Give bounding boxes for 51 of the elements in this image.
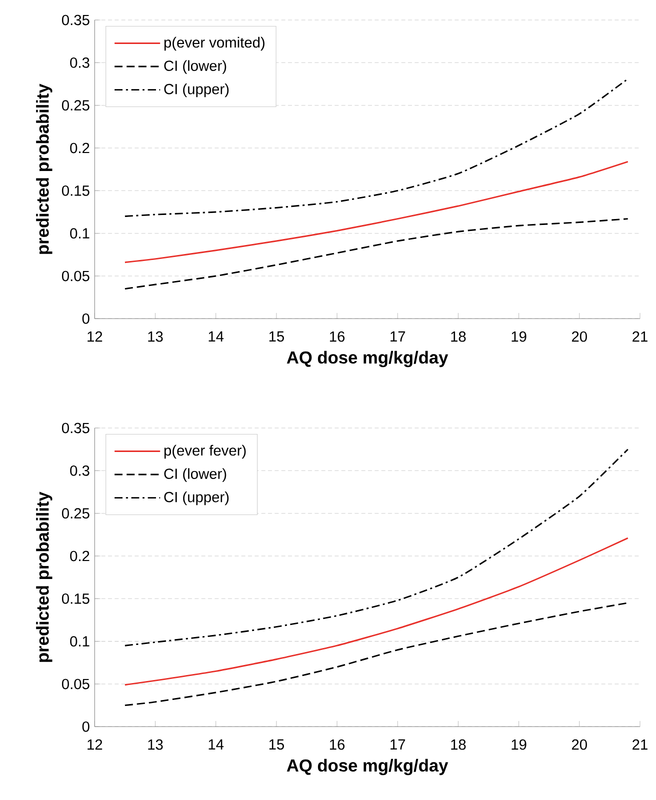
legend-label: CI (lower) <box>164 60 226 74</box>
y-tick-label: 0.1 <box>70 636 90 647</box>
x-tick-label: 15 <box>269 739 284 750</box>
x-tick-label: 20 <box>572 331 587 342</box>
legend-label: CI (upper) <box>164 84 229 98</box>
x-tick-label: 20 <box>572 739 587 750</box>
x-tick-label: 14 <box>208 331 224 342</box>
line-series <box>124 160 629 264</box>
x-tick-label: 17 <box>390 739 406 750</box>
line-series <box>124 602 629 706</box>
x-tick-label: 19 <box>512 739 526 750</box>
x-tick-label: 13 <box>148 331 163 342</box>
x-tick-label: 18 <box>451 331 466 342</box>
x-axis-title: AQ dose mg/kg/day <box>286 350 448 368</box>
line-series <box>124 537 629 686</box>
y-tick-label: 0.3 <box>70 57 90 68</box>
x-tick-label: 16 <box>330 739 345 750</box>
x-tick-label: 12 <box>88 739 102 750</box>
x-tick-label: 13 <box>148 739 163 750</box>
x-tick-label: 14 <box>208 739 224 750</box>
y-axis-title: predicted probability <box>36 492 52 662</box>
y-tick-label: 0.2 <box>70 142 90 154</box>
y-tick-label: 0.05 <box>62 270 90 282</box>
y-tick-label: 0.1 <box>70 228 90 239</box>
y-tick-label: 0.35 <box>62 422 90 434</box>
y-tick-label: 0.15 <box>62 593 90 604</box>
y-tick-label: 0.25 <box>62 508 90 519</box>
y-tick-label: 0 <box>82 721 90 732</box>
x-tick-label: 21 <box>632 331 648 342</box>
legend-label: p(ever vomited) <box>164 36 264 51</box>
y-tick-label: 0.35 <box>62 14 90 26</box>
line-series <box>124 218 629 290</box>
x-tick-label: 16 <box>330 331 345 342</box>
x-tick-label: 21 <box>632 739 648 750</box>
y-axis-title: predicted probability <box>36 84 52 254</box>
y-tick-label: 0.15 <box>62 185 90 196</box>
x-tick-label: 17 <box>390 331 406 342</box>
y-tick-label: 0.25 <box>62 100 90 111</box>
y-tick-label: 0.05 <box>62 678 90 690</box>
legend-label: CI (upper) <box>164 492 229 506</box>
x-tick-label: 19 <box>512 331 526 342</box>
legend-label: CI (lower) <box>164 468 226 482</box>
line-series <box>124 78 629 217</box>
x-axis-title: AQ dose mg/kg/day <box>286 758 448 776</box>
x-tick-label: 12 <box>88 331 102 342</box>
y-tick-label: 0.3 <box>70 465 90 476</box>
legend-label: p(ever fever) <box>164 444 246 459</box>
y-tick-label: 0.2 <box>70 550 90 562</box>
x-tick-label: 15 <box>269 331 284 342</box>
y-tick-label: 0 <box>82 313 90 324</box>
x-tick-label: 18 <box>451 739 466 750</box>
